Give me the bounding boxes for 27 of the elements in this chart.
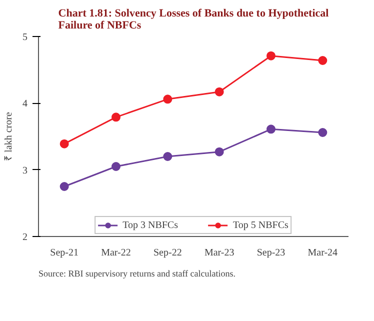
y-axis-title: ₹ lakh crore xyxy=(4,112,14,161)
point xyxy=(163,94,172,104)
x-tick-label: Mar-23 xyxy=(204,248,234,258)
point xyxy=(214,87,224,96)
point xyxy=(266,51,276,60)
point xyxy=(214,147,224,156)
x-tick-label: Mar-22 xyxy=(101,248,131,258)
x-tick-label: Sep-23 xyxy=(256,248,286,258)
x-tick-label: Mar-24 xyxy=(308,248,338,258)
chart-title: Chart 1.81: Solvency Losses of Banks due to Hypothetical Failure of NBFCs xyxy=(58,8,329,32)
legend-label: Top 5 NBFCs xyxy=(233,219,288,231)
point xyxy=(112,162,120,171)
y-tick-label: 2 xyxy=(22,232,28,243)
point xyxy=(163,152,172,161)
y-tick-label: 4 xyxy=(22,98,28,110)
x-tick-label: Sep-22 xyxy=(154,248,182,258)
point xyxy=(318,56,328,65)
source-note: Source: RBI supervisory returns and staff calculations. xyxy=(38,268,236,278)
point xyxy=(266,124,276,134)
point xyxy=(60,182,69,191)
y-tick-label: 3 xyxy=(22,165,28,176)
y-tick-label: 5 xyxy=(22,32,28,43)
point xyxy=(112,112,120,122)
point xyxy=(318,128,328,137)
legend-label: Top 3 NBFCs xyxy=(122,219,178,231)
point xyxy=(60,139,69,148)
x-tick-label: Sep-21 xyxy=(50,248,79,258)
